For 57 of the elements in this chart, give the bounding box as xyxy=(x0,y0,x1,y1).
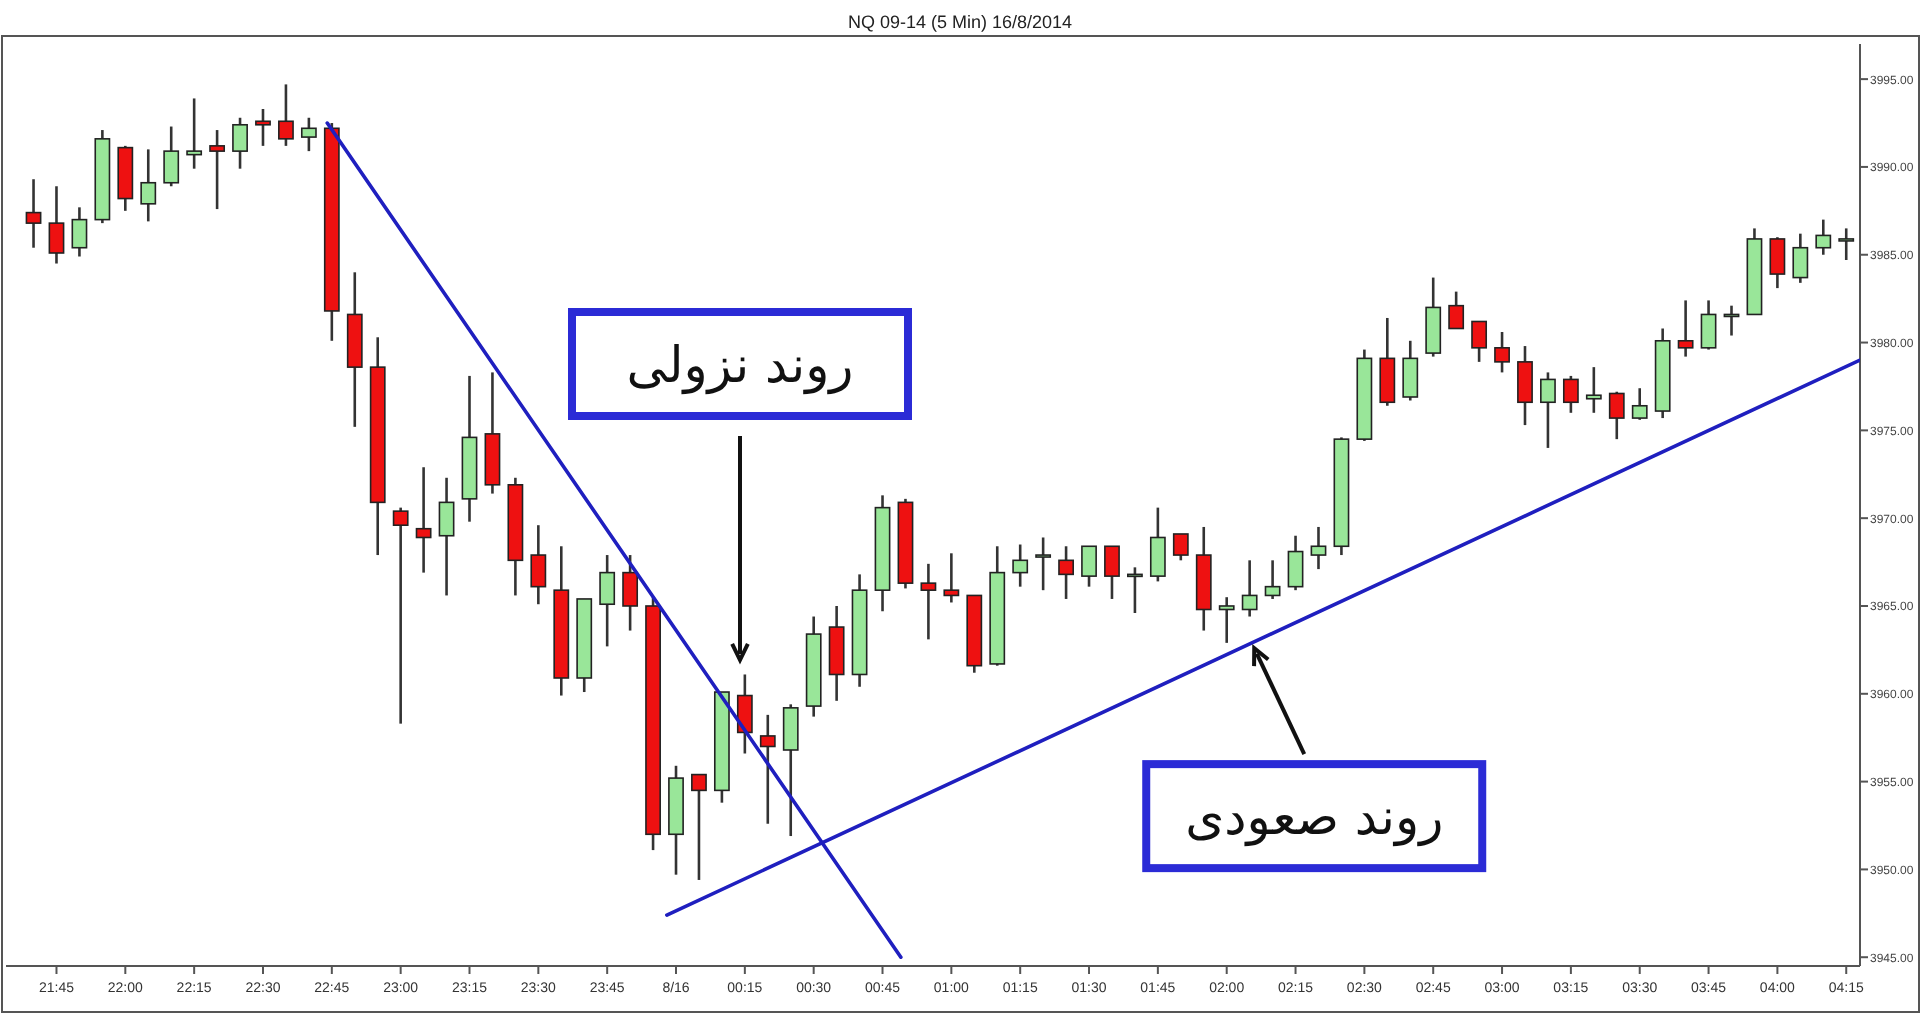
candlestick xyxy=(1540,371,1556,450)
candlestick xyxy=(163,125,180,188)
candlestick xyxy=(1471,320,1488,364)
candlestick xyxy=(1012,543,1029,588)
candlestick xyxy=(1149,506,1166,583)
candlestick xyxy=(1448,290,1465,330)
candlestick xyxy=(209,128,226,211)
candlestick xyxy=(691,773,707,882)
candlestick xyxy=(1585,365,1602,415)
candlestick xyxy=(1310,525,1327,571)
candlestick xyxy=(1631,386,1648,422)
candlestick xyxy=(782,703,799,838)
candlestick xyxy=(438,476,455,597)
candlestick xyxy=(415,465,432,574)
candlestick xyxy=(71,206,88,258)
annotation: روند نزولی xyxy=(626,336,854,396)
candlestick xyxy=(1494,330,1510,374)
candlestick xyxy=(1264,559,1281,601)
candlestick xyxy=(186,97,203,170)
candlestick xyxy=(1677,299,1694,358)
candlestick xyxy=(1425,276,1442,358)
candlestick xyxy=(1769,235,1786,290)
candlestick xyxy=(392,506,409,725)
chart-title: NQ 09-14 (5 Min) 16/8/2014 xyxy=(847,12,1073,32)
candlestick xyxy=(759,713,776,826)
candlestick xyxy=(140,148,157,223)
candlestick xyxy=(1608,390,1625,441)
candlestick xyxy=(530,523,547,606)
candlestick xyxy=(1562,374,1579,415)
candlestick xyxy=(1517,344,1533,427)
candlestick xyxy=(1081,544,1097,588)
candlestick xyxy=(1104,544,1120,601)
candlestick xyxy=(828,604,845,703)
candlestick xyxy=(1241,559,1258,618)
candlestick xyxy=(1287,534,1304,592)
candlestick xyxy=(1379,316,1396,408)
candlestick xyxy=(1792,232,1809,285)
candlestick xyxy=(300,116,317,153)
candlestick xyxy=(1058,544,1074,601)
candlestick xyxy=(1218,595,1235,645)
candlestick xyxy=(1172,532,1189,562)
candlestick xyxy=(622,553,639,632)
annotation: روند صعودی xyxy=(1185,788,1444,849)
candlestick xyxy=(1700,299,1717,351)
candlestick xyxy=(1838,227,1855,262)
candlestick xyxy=(1815,218,1832,257)
candlestick xyxy=(920,562,937,641)
candlestick xyxy=(255,107,271,148)
candlestick xyxy=(943,552,960,604)
candlestick xyxy=(48,184,65,265)
candlestick xyxy=(278,83,294,148)
candlestick xyxy=(232,116,248,170)
candlestick xyxy=(1035,536,1052,592)
candlestick xyxy=(25,177,42,250)
candlestick xyxy=(1402,339,1419,402)
candlestick xyxy=(599,553,616,648)
candlestick xyxy=(736,673,753,755)
